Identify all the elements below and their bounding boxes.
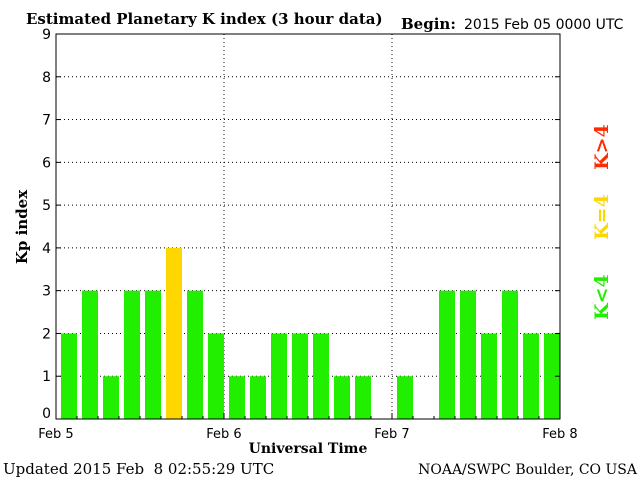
kp-bar [271,333,287,419]
kp-bar [334,376,350,419]
kp-bar [502,290,518,419]
y-tick-label: 6 [42,155,51,171]
kp-bar [229,376,245,419]
x-tick-label: Feb 5 [38,427,73,442]
legend: K<4 K=4 K>4 [591,124,613,320]
x-ticks: Feb 5 Feb 6 Feb 7 Feb 8 [38,413,578,442]
legend-entry: K<4 [591,274,613,320]
bars [61,247,560,419]
x-tick-label: Feb 7 [374,427,409,442]
chart-title: Estimated Planetary K index (3 hour data… [26,10,383,28]
kp-bar [208,333,224,419]
begin-label: Begin: [401,15,456,33]
x-tick-label: Feb 6 [206,427,241,442]
kp-bar [460,290,476,419]
y-tick-label: 0 [42,406,51,422]
y-axis-label: Kp index [13,189,31,264]
y-tick-label: 8 [42,70,51,86]
kp-bar [544,333,560,419]
begin-value: 2015 Feb 05 0000 UTC [464,17,624,33]
kp-bar [292,333,308,419]
kp-bar [103,376,119,419]
legend-entry: K=4 [591,194,613,240]
kp-bar [145,290,161,419]
kp-bar [166,247,182,419]
kp-bar [250,376,266,419]
y-tick-label: 1 [42,369,51,385]
y-tick-label: 3 [42,284,51,300]
y-tick-label: 9 [42,27,51,43]
kp-bar [61,333,77,419]
legend-entry: K>4 [591,124,613,170]
kp-bar [481,333,497,419]
y-tick-label: 2 [42,326,51,342]
y-tick-label: 7 [42,113,51,129]
y-ticks: 0 1 2 3 4 5 6 7 8 9 [42,27,560,422]
kp-bar [523,333,539,419]
x-tick-label: Feb 8 [542,427,577,442]
kp-bar [355,376,371,419]
x-axis-label: Universal Time [249,441,368,457]
kp-bar [397,376,413,419]
updated-timestamp: Updated 2015 Feb 8 02:55:29 UTC [3,460,274,478]
kp-bar [313,333,329,419]
y-tick-label: 4 [42,241,51,257]
source-credit: NOAA/SWPC Boulder, CO USA [418,462,638,478]
kp-bar [124,290,140,419]
kp-bar [82,290,98,419]
kp-bar [187,290,203,419]
kp-bar [439,290,455,419]
y-tick-label: 5 [42,198,51,214]
